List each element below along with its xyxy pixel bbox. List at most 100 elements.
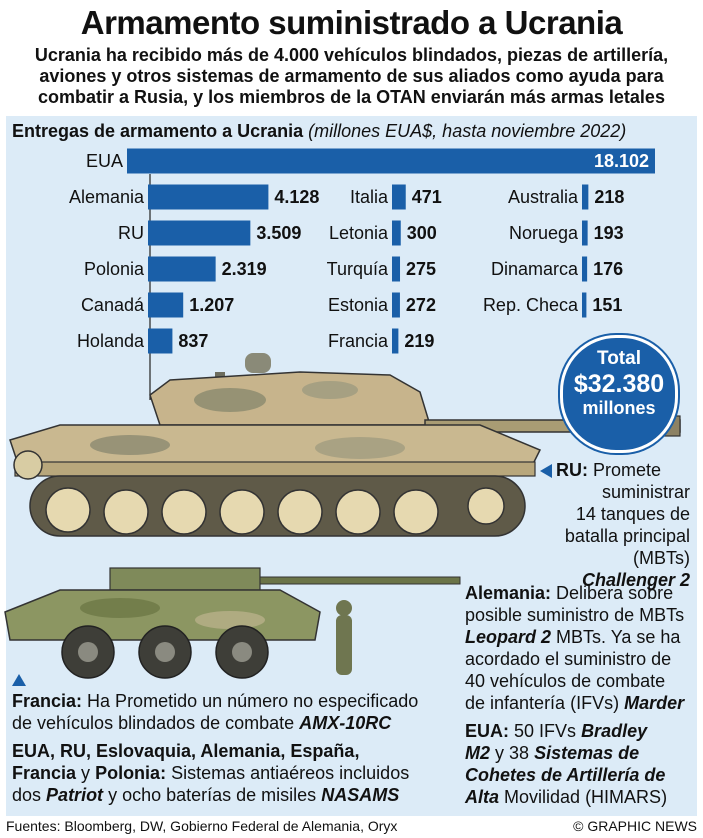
value-label: 219: [404, 331, 434, 351]
note-text: de vehículos blindados de combate: [12, 713, 295, 733]
category-label: Turquía: [327, 259, 389, 279]
tank-illustration: [9, 353, 681, 537]
category-label: Estonia: [328, 295, 389, 315]
footer-sources: Fuentes: Bloomberg, DW, Gobierno Federal…: [6, 818, 398, 834]
note-text: Delibera sobre: [556, 583, 674, 603]
category-label: Italia: [350, 187, 389, 207]
note-country: Francia: [12, 763, 77, 783]
value-label: 1.207: [189, 295, 234, 315]
bar-francia: [392, 328, 399, 354]
note-country: EUA:: [465, 721, 509, 741]
total-value: $32.380: [573, 370, 665, 398]
value-label: 471: [412, 187, 442, 207]
category-label: Noruega: [509, 223, 579, 243]
chart-unit-label: (millones EUA$, hasta noviembre 2022): [308, 121, 627, 141]
note-weapon: AMX-10RC: [299, 713, 392, 733]
note-weapon: Patriot: [46, 785, 104, 805]
chart-title: Entregas de armamento a Ucrania: [12, 121, 304, 141]
value-label: 18.102: [594, 151, 649, 171]
note-weapon: Challenger 2: [581, 570, 690, 590]
bar-dinamarca: [582, 256, 588, 282]
note-weapon: Alta: [465, 787, 500, 807]
value-label: 151: [592, 295, 622, 315]
note-text: dos: [12, 785, 42, 805]
bar-letonia: [392, 220, 401, 246]
note-text: Movilidad (HIMARS): [504, 787, 668, 807]
bar-rep-checa: [582, 292, 587, 318]
note-weapon: M2: [465, 743, 491, 763]
footer-copyright: © GRAPHIC NEWS: [573, 818, 697, 834]
bar-alemania: [148, 184, 269, 210]
value-label: 2.319: [222, 259, 267, 279]
note-text: Sistemas antiaéreos incluidos: [171, 763, 410, 783]
category-label: Francia: [328, 331, 389, 351]
total-unit: millones: [582, 398, 656, 418]
note-text: MBTs. Ya se ha: [556, 627, 681, 647]
note-country: RU:: [556, 460, 588, 480]
bar-ru: [148, 220, 251, 246]
note-country: Polonia:: [95, 763, 167, 783]
value-label: 275: [406, 259, 436, 279]
page-title: Armamento suministrado a Ucrania: [80, 4, 623, 41]
value-label: 193: [594, 223, 624, 243]
value-label: 272: [406, 295, 436, 315]
category-label: Canadá: [81, 295, 145, 315]
category-label: EUA: [86, 151, 123, 171]
total-badge: Total $32.380 millones: [560, 335, 678, 453]
value-label: 4.128: [274, 187, 319, 207]
total-label: Total: [597, 348, 641, 369]
bar-canad-: [148, 292, 184, 318]
category-label: Holanda: [77, 331, 145, 351]
note-country: Francia:: [12, 691, 83, 711]
note-weapon: Sistemas de: [534, 743, 640, 763]
note-text: posible suministro de MBTs: [465, 605, 685, 625]
note-weapon: Bradley: [581, 721, 648, 741]
bar-australia: [582, 184, 589, 210]
value-label: 176: [593, 259, 623, 279]
triangle-pointer-icon: [12, 674, 26, 687]
note-text: (MBTs): [633, 548, 690, 568]
value-label: 300: [407, 223, 437, 243]
note-text: 50 IFVs: [514, 721, 577, 741]
bar-estonia: [392, 292, 400, 318]
category-label: Australia: [508, 187, 579, 207]
bar-noruega: [582, 220, 588, 246]
category-label: Polonia: [84, 259, 145, 279]
chart-header: Entregas de armamento a Ucrania (millone…: [12, 121, 626, 142]
note-weapon: Cohetes de Artillería de: [465, 765, 666, 785]
bar-italia: [392, 184, 406, 210]
note-francia: Francia: Ha Prometido un número no espec…: [12, 668, 462, 734]
note-text: Promete: [593, 460, 662, 480]
amx-illustration: [4, 567, 461, 679]
note-country: Alemania:: [465, 583, 552, 603]
bar-eua: [127, 148, 655, 174]
note-country: EUA, RU, Eslovaquia, Alemania, España,: [12, 741, 360, 761]
note-text: y ocho baterías de misiles: [108, 785, 317, 805]
note-text: de infantería (IFVs): [465, 693, 620, 713]
category-label: RU: [118, 223, 144, 243]
bar-turqu-a: [392, 256, 401, 282]
note-ru: RU: Promete suministrar 14 tanques de ba…: [540, 459, 690, 591]
category-label: Dinamarca: [491, 259, 579, 279]
category-label: Letonia: [329, 223, 389, 243]
note-text: 40 vehículos de combate: [465, 671, 666, 691]
note-weapon: NASAMS: [321, 785, 400, 805]
value-label: 837: [178, 331, 208, 351]
note-text: suministrar: [601, 482, 690, 502]
note-text: 14 tanques de: [575, 504, 690, 524]
note-alemania: Alemania: Delibera sobre posible suminis…: [465, 582, 695, 714]
note-text: Ha Prometido un número no especificado: [87, 691, 419, 711]
note-text: acordado el suministro de: [465, 649, 672, 669]
footer: Fuentes: Bloomberg, DW, Gobierno Federal…: [6, 818, 697, 838]
note-weapon: Leopard 2: [465, 627, 552, 647]
page-subtitle: Ucrania ha recibido más de 4.000 vehícul…: [34, 45, 669, 107]
value-label: 218: [594, 187, 624, 207]
note-antiaereo: EUA, RU, Eslovaquia, Alemania, España, F…: [12, 740, 462, 806]
bar-polonia: [148, 256, 216, 282]
triangle-pointer-icon: [540, 464, 552, 479]
note-weapon: Marder: [624, 693, 685, 713]
value-label: 3.509: [256, 223, 301, 243]
note-eua: EUA: 50 IFVs Bradley M2 y 38 Sistemas de…: [465, 720, 695, 808]
category-label: Rep. Checa: [483, 295, 579, 315]
